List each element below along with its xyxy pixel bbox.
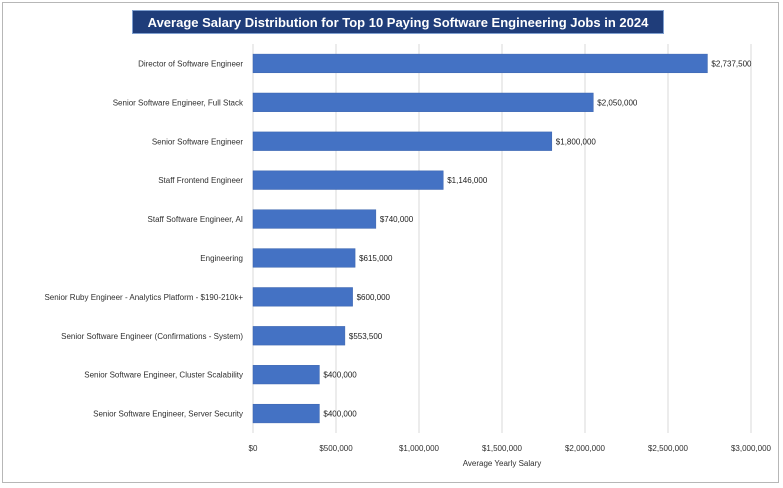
bar: [252, 170, 444, 190]
data-labels: $2,737,500 $2,050,000 $1,800,000 $1,146,000…: [323, 59, 752, 418]
data-label: $2,050,000: [597, 98, 638, 107]
chart-title-box: Average Salary Distribution for Top 10 P…: [132, 10, 664, 34]
bar: [252, 92, 594, 112]
bar: [252, 248, 356, 268]
bar: [252, 403, 320, 424]
data-label: $740,000: [380, 215, 414, 224]
x-tick-label: $1,000,000: [399, 444, 440, 453]
data-label: $2,737,500: [711, 59, 752, 68]
data-label: $1,146,000: [447, 176, 488, 185]
data-label: $600,000: [357, 293, 391, 302]
x-tick-label: $0: [249, 444, 258, 453]
bars: [252, 53, 708, 424]
category-label: Senior Software Engineer (Confirmations …: [61, 332, 243, 341]
bar: [252, 287, 353, 307]
category-label: Director of Software Engineer: [138, 59, 243, 68]
data-label: $1,800,000: [556, 137, 597, 146]
bar: [252, 131, 553, 151]
data-label: $400,000: [323, 371, 357, 380]
category-label: Senior Software Engineer, Full Stack: [113, 98, 244, 107]
category-label: Staff Frontend Engineer: [158, 176, 243, 185]
data-label: $553,500: [349, 332, 383, 341]
bar: [252, 365, 320, 385]
category-label: Senior Software Engineer, Server Securit…: [93, 410, 243, 419]
x-axis-title: Average Yearly Salary: [463, 459, 542, 468]
bar: [252, 53, 708, 74]
chart-frame: [2, 2, 779, 483]
x-tick-label: $2,500,000: [648, 444, 689, 453]
data-label: $400,000: [323, 410, 357, 419]
x-tick-label: $3,000,000: [731, 444, 772, 453]
category-label: Senior Software Engineer, Cluster Scalab…: [84, 371, 243, 380]
bar: [252, 326, 346, 346]
chart-title: Average Salary Distribution for Top 10 P…: [147, 14, 649, 30]
x-tick-labels: $0 $500,000 $1,000,000 $1,500,000 $2,000,000…: [249, 444, 772, 453]
x-tick-label: $1,500,000: [482, 444, 523, 453]
category-label: Senior Software Engineer: [152, 137, 244, 146]
data-label: $615,000: [359, 254, 393, 263]
bar: [252, 209, 377, 229]
category-label: Senior Ruby Engineer - Analytics Platfor…: [44, 293, 243, 302]
x-tick-label: $500,000: [319, 444, 353, 453]
category-labels: Director of Software Engineer Senior Soft…: [44, 59, 244, 418]
x-tick-label: $2,000,000: [565, 444, 606, 453]
category-label: Engineering: [200, 254, 243, 263]
category-label: Staff Software Engineer, AI: [148, 215, 243, 224]
